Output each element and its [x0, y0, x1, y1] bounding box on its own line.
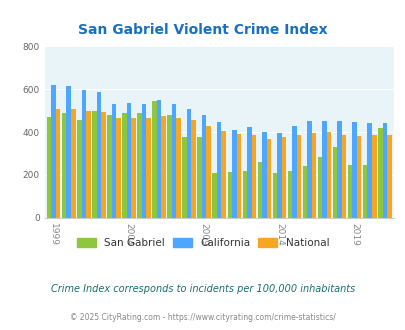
Bar: [367, 123, 371, 218]
Bar: [81, 90, 86, 218]
Bar: [227, 172, 232, 218]
Bar: [186, 109, 191, 218]
Bar: [201, 115, 206, 218]
Bar: [111, 104, 116, 218]
Legend: San Gabriel, California, National: San Gabriel, California, National: [72, 234, 333, 252]
Bar: [212, 173, 216, 218]
Text: © 2025 CityRating.com - https://www.cityrating.com/crime-statistics/: © 2025 CityRating.com - https://www.city…: [70, 313, 335, 322]
Bar: [307, 121, 311, 218]
Bar: [171, 104, 176, 218]
Bar: [311, 133, 315, 218]
Bar: [197, 137, 201, 218]
Bar: [277, 133, 281, 218]
Bar: [116, 118, 120, 218]
Bar: [141, 104, 146, 218]
Bar: [302, 166, 307, 218]
Text: San Gabriel Violent Crime Index: San Gabriel Violent Crime Index: [78, 23, 327, 37]
Bar: [126, 103, 131, 218]
Bar: [262, 132, 266, 218]
Bar: [62, 113, 66, 218]
Bar: [96, 92, 101, 218]
Bar: [281, 137, 286, 218]
Bar: [66, 86, 71, 218]
Bar: [206, 126, 211, 218]
Bar: [92, 111, 96, 218]
Bar: [247, 127, 251, 218]
Bar: [191, 120, 196, 218]
Bar: [322, 121, 326, 218]
Bar: [296, 135, 301, 218]
Bar: [216, 122, 221, 218]
Bar: [137, 113, 141, 218]
Bar: [257, 162, 262, 218]
Bar: [232, 130, 236, 218]
Bar: [292, 125, 296, 218]
Bar: [146, 118, 150, 218]
Bar: [176, 118, 180, 218]
Bar: [382, 123, 386, 218]
Bar: [167, 115, 171, 218]
Bar: [101, 112, 105, 218]
Bar: [77, 120, 81, 218]
Bar: [287, 171, 292, 218]
Bar: [51, 85, 56, 218]
Bar: [156, 100, 161, 218]
Bar: [356, 136, 360, 218]
Bar: [251, 135, 256, 218]
Text: Crime Index corresponds to incidents per 100,000 inhabitants: Crime Index corresponds to incidents per…: [51, 284, 354, 294]
Bar: [347, 165, 352, 218]
Bar: [131, 118, 135, 218]
Bar: [272, 173, 277, 218]
Bar: [371, 135, 375, 218]
Bar: [152, 101, 156, 218]
Bar: [71, 109, 75, 218]
Bar: [236, 134, 241, 218]
Bar: [317, 157, 322, 218]
Bar: [362, 165, 367, 218]
Bar: [161, 116, 165, 218]
Bar: [341, 135, 345, 218]
Bar: [377, 128, 382, 218]
Bar: [86, 111, 90, 218]
Bar: [326, 132, 330, 218]
Bar: [337, 121, 341, 218]
Bar: [122, 113, 126, 218]
Bar: [47, 117, 51, 218]
Bar: [107, 115, 111, 218]
Bar: [221, 131, 226, 218]
Bar: [56, 109, 60, 218]
Bar: [242, 171, 247, 218]
Bar: [182, 137, 186, 218]
Bar: [386, 135, 390, 218]
Bar: [266, 139, 271, 218]
Bar: [352, 122, 356, 218]
Bar: [332, 147, 337, 218]
